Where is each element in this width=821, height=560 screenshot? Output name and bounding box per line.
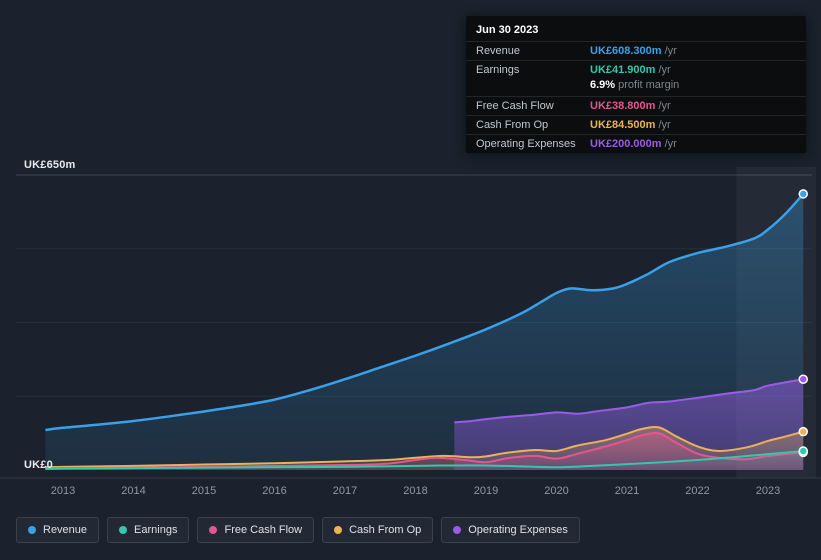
tooltip-value: UK£38.800m (590, 100, 656, 112)
tooltip-suffix: /yr (661, 138, 677, 150)
tooltip-row-profit-margin: 6.9% profit margin (466, 79, 806, 96)
tooltip-row-operating-expenses: Operating Expenses UK£200.000m /yr (466, 134, 806, 153)
tooltip-value-group: UK£41.900m /yr (590, 64, 671, 76)
tooltip-value-group: UK£84.500m /yr (590, 119, 671, 131)
tooltip-suffix: /yr (655, 100, 671, 112)
legend-item-operating-expenses[interactable]: Operating Expenses (441, 517, 580, 543)
tooltip-value: UK£608.300m (590, 45, 662, 57)
legend-item-cash-from-op[interactable]: Cash From Op (322, 517, 434, 543)
legend-item-free-cash-flow[interactable]: Free Cash Flow (197, 517, 315, 543)
cash-from-op-series-dot-icon (334, 526, 343, 534)
tooltip-date: Jun 30 2023 (476, 24, 539, 36)
legend-item-earnings[interactable]: Earnings (107, 517, 190, 543)
y-axis-label-max: UK£650m (24, 159, 76, 171)
tooltip-suffix: /yr (655, 64, 671, 76)
tooltip-suffix: /yr (655, 119, 671, 131)
tooltip-value-group: UK£200.000m /yr (590, 138, 677, 150)
legend-label: Revenue (43, 524, 88, 536)
legend-label: Cash From Op (349, 524, 422, 536)
tooltip-value-group: UK£38.800m /yr (590, 100, 671, 112)
tooltip-row-cash-from-op: Cash From Op UK£84.500m /yr (466, 115, 806, 134)
legend-label: Free Cash Flow (224, 524, 303, 536)
chart-tooltip: Jun 30 2023 Revenue UK£608.300m /yr Earn… (466, 16, 806, 153)
revenue-series-dot-icon (28, 526, 36, 534)
tooltip-label: Revenue (476, 45, 521, 57)
chart-legend: Revenue Earnings Free Cash Flow Cash Fro… (16, 517, 580, 543)
tooltip-label: Earnings (476, 64, 520, 76)
free-cash-flow-series-dot-icon (209, 526, 218, 534)
tooltip-suffix: profit margin (615, 79, 680, 91)
earnings-series-dot-icon (119, 526, 128, 534)
tooltip-label: Free Cash Flow (476, 100, 554, 112)
tooltip-value: UK£41.900m (590, 64, 656, 76)
legend-label: Operating Expenses (468, 524, 568, 536)
tooltip-row-earnings: Earnings UK£41.900m /yr (466, 60, 806, 79)
tooltip-label: Cash From Op (476, 119, 549, 131)
tooltip-label: Operating Expenses (476, 138, 576, 150)
tooltip-value-group: 6.9% profit margin (590, 79, 679, 91)
tooltip-row-revenue: Revenue UK£608.300m /yr (466, 41, 806, 60)
tooltip-value: UK£200.000m (590, 138, 662, 150)
operating-expenses-series-dot-icon (453, 526, 462, 534)
tooltip-value: UK£84.500m (590, 119, 656, 131)
legend-item-revenue[interactable]: Revenue (16, 517, 100, 543)
tooltip-suffix: /yr (661, 45, 677, 57)
tooltip-value-group: UK£608.300m /yr (590, 45, 677, 57)
y-axis-label-zero: UK£0 (24, 459, 53, 471)
legend-label: Earnings (134, 524, 178, 536)
tooltip-row-free-cash-flow: Free Cash Flow UK£38.800m /yr (466, 96, 806, 115)
tooltip-value: 6.9% (590, 79, 616, 91)
